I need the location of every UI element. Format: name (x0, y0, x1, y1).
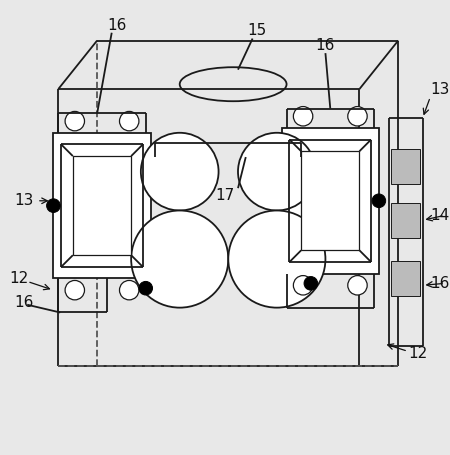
Circle shape (348, 106, 367, 126)
Text: 13: 13 (430, 81, 450, 96)
Text: 13: 13 (14, 193, 34, 208)
Circle shape (65, 280, 85, 300)
Circle shape (348, 276, 367, 295)
Circle shape (372, 194, 386, 207)
Polygon shape (392, 203, 420, 238)
Text: 15: 15 (248, 23, 267, 38)
Circle shape (293, 276, 313, 295)
Polygon shape (282, 128, 379, 273)
Text: 12: 12 (408, 346, 427, 361)
Circle shape (238, 133, 316, 211)
Circle shape (131, 211, 228, 308)
Circle shape (139, 281, 153, 295)
Text: 16: 16 (107, 19, 126, 33)
Polygon shape (54, 133, 151, 278)
Circle shape (120, 111, 139, 131)
Text: 12: 12 (10, 271, 29, 286)
Circle shape (65, 111, 85, 131)
Circle shape (304, 277, 318, 290)
Polygon shape (392, 149, 420, 184)
Text: 16: 16 (14, 295, 34, 310)
Polygon shape (301, 151, 360, 250)
Polygon shape (73, 156, 131, 255)
Circle shape (228, 211, 325, 308)
Text: 17: 17 (216, 188, 235, 203)
Text: 14: 14 (430, 208, 450, 223)
Circle shape (141, 133, 219, 211)
Polygon shape (392, 261, 420, 296)
Circle shape (293, 106, 313, 126)
Circle shape (47, 199, 60, 212)
Text: 16: 16 (316, 38, 335, 53)
Text: 16: 16 (430, 276, 450, 291)
Circle shape (120, 280, 139, 300)
